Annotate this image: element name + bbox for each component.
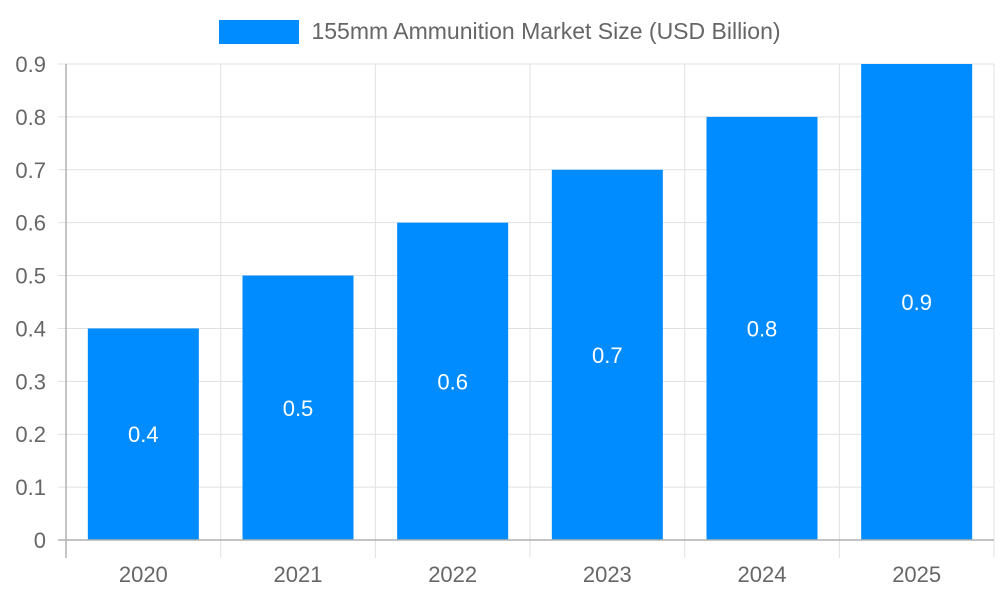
gridlines	[58, 63, 995, 558]
bar-value-label: 0.5	[283, 396, 314, 421]
y-tick-label: 0.9	[15, 52, 46, 77]
bar-value-label: 0.9	[901, 290, 932, 315]
bar	[242, 275, 354, 540]
y-tick-label: 0.2	[15, 422, 46, 447]
x-tick-label: 2025	[892, 562, 941, 587]
bar-value-label: 0.7	[592, 343, 623, 368]
x-tick-label: 2021	[274, 562, 323, 587]
y-tick-label: 0.8	[15, 105, 46, 130]
y-tick-label: 0.6	[15, 211, 46, 236]
bar-value-label: 0.6	[437, 369, 468, 394]
x-tick-label: 2022	[428, 562, 477, 587]
bar-value-label: 0.4	[128, 422, 159, 447]
bar	[87, 328, 199, 540]
y-tick-label: 0.4	[15, 316, 46, 341]
legend-swatch	[219, 19, 300, 44]
bar	[551, 169, 663, 540]
x-tick-label: 2023	[583, 562, 632, 587]
y-tick-label: 0	[34, 528, 46, 553]
y-tick-label: 0.7	[15, 158, 46, 183]
y-tick-label: 0.1	[15, 475, 46, 500]
axes: 0 0.1 0.2 0.3 0.4 0.5 0.6 0.7 0.8 0.9 2020 2021 2022…	[15, 52, 994, 587]
bar	[706, 116, 818, 540]
legend-label: 155mm Ammunition Market Size (USD Billio…	[311, 18, 781, 44]
bar	[861, 64, 973, 540]
y-tick-label: 0.5	[15, 264, 46, 289]
bar-value-label: 0.8	[747, 316, 778, 341]
chart-legend[interactable]: 155mm Ammunition Market Size (USD Billio…	[0, 18, 1000, 45]
bar	[397, 222, 509, 540]
x-tick-label: 2024	[738, 562, 787, 587]
y-tick-label: 0.3	[15, 369, 46, 394]
x-tick-label: 2020	[119, 562, 168, 587]
bars: 0.4 0.5 0.6 0.7 0.8 0.9	[87, 64, 973, 540]
